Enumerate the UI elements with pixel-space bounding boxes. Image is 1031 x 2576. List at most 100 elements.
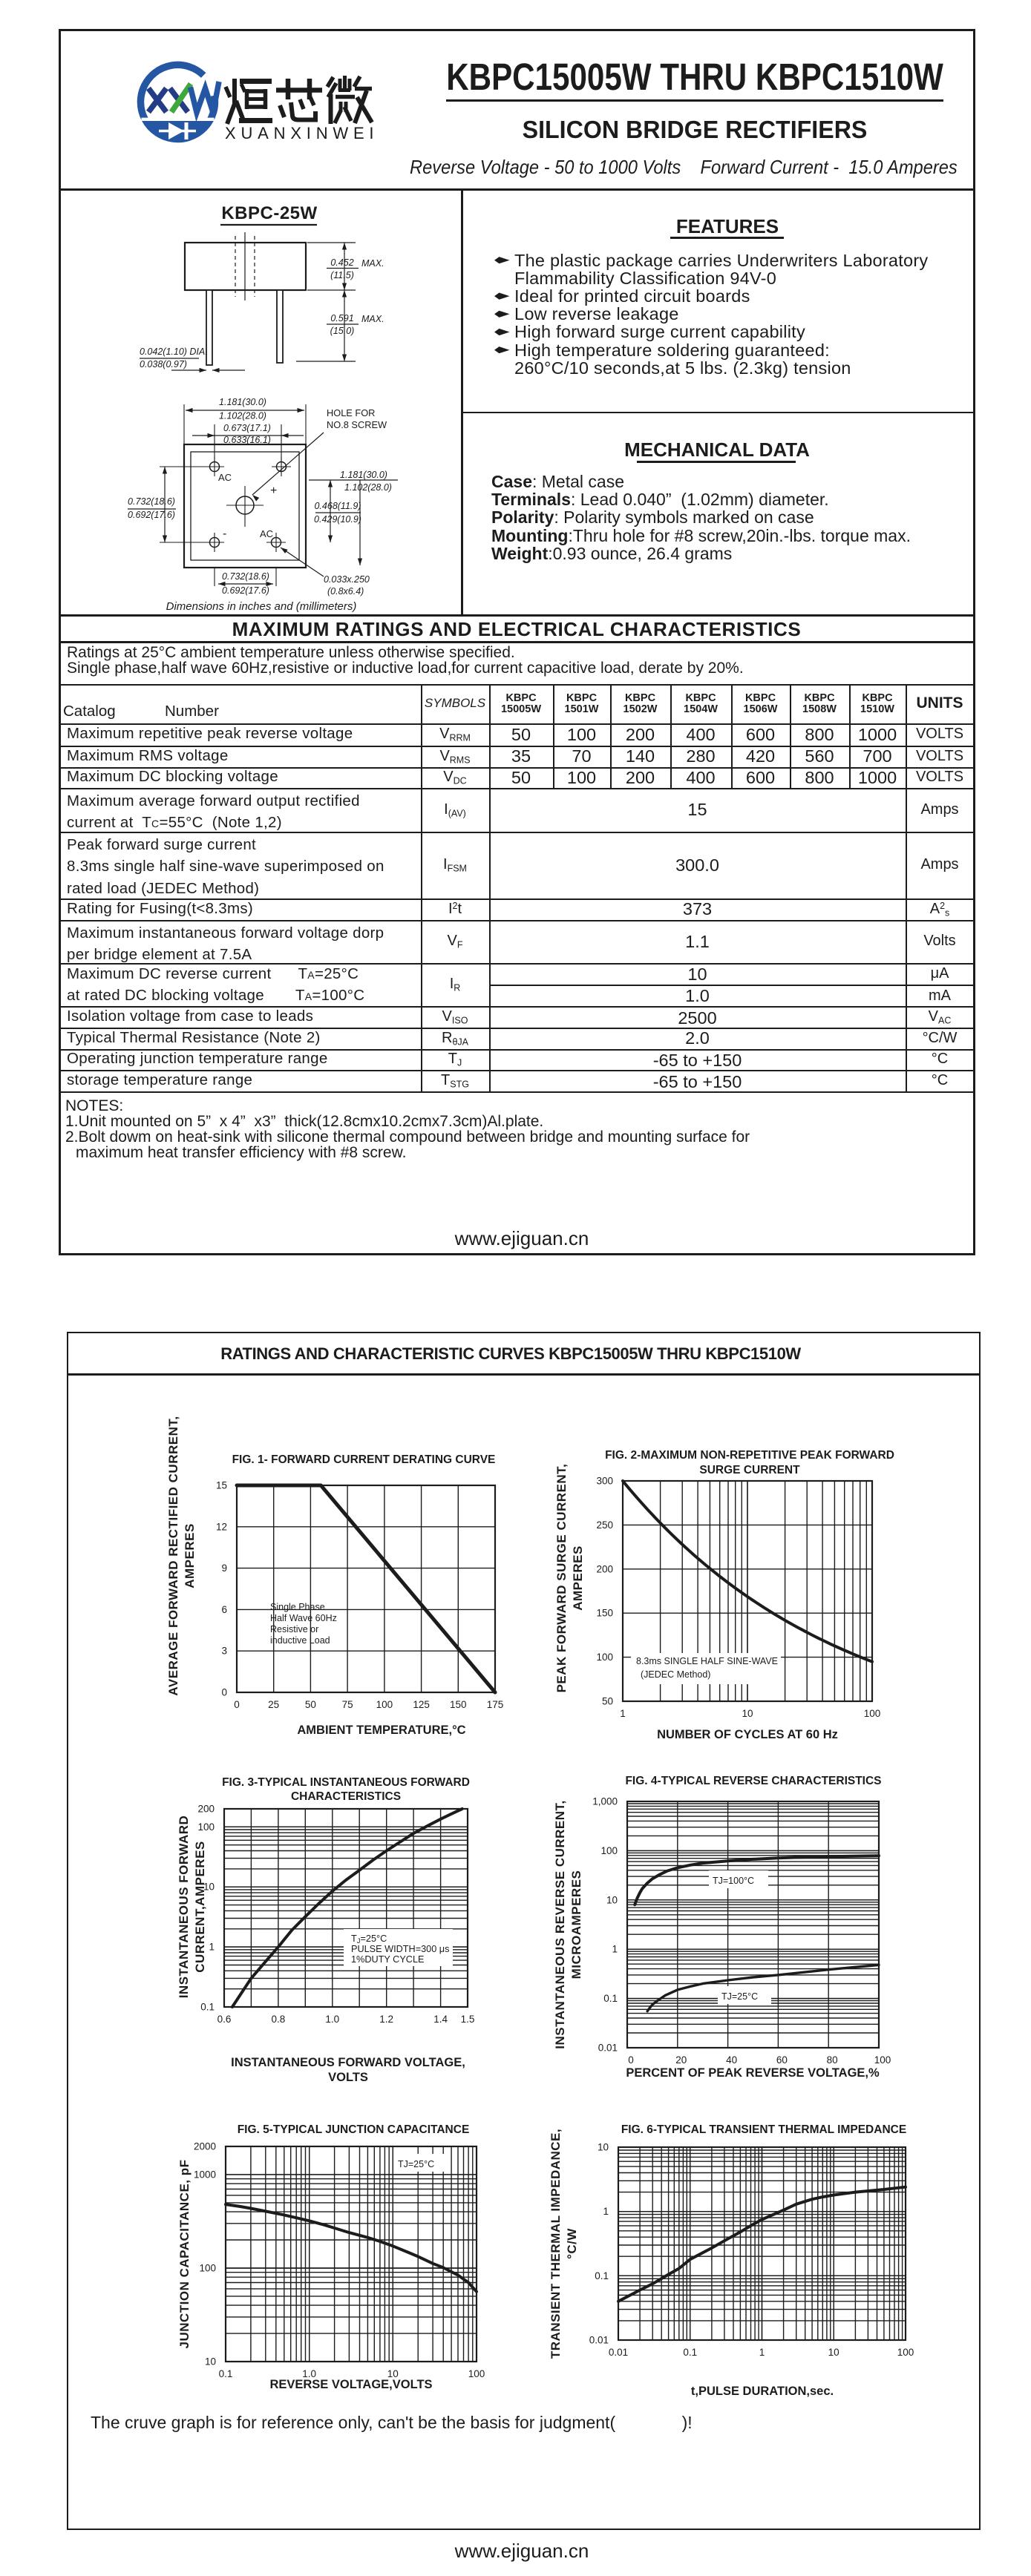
- svg-text:CHARACTERISTICS: CHARACTERISTICS: [291, 1790, 401, 1803]
- svg-text:0.038(0.97): 0.038(0.97): [140, 359, 187, 369]
- svg-text:10: 10: [828, 2347, 839, 2358]
- svg-text:FIG. 1- FORWARD CURRENT DERATI: FIG. 1- FORWARD CURRENT DERATING CURVE: [232, 1453, 496, 1466]
- svg-text:FIG. 5-TYPICAL JUNCTION CAPACI: FIG. 5-TYPICAL JUNCTION CAPACITANCE: [238, 2123, 470, 2136]
- svg-text:0.01: 0.01: [609, 2347, 628, 2358]
- svg-text:FIG. 4-TYPICAL REVERSE CHARACT: FIG. 4-TYPICAL REVERSE CHARACTERISTICS: [625, 1775, 881, 1787]
- svg-text:REVERSE VOLTAGE,VOLTS: REVERSE VOLTAGE,VOLTS: [269, 2378, 432, 2391]
- svg-text:1.102(28.0): 1.102(28.0): [344, 482, 392, 493]
- svg-text:+: +: [270, 484, 277, 497]
- svg-text:SURGE CURRENT: SURGE CURRENT: [699, 1464, 800, 1476]
- svg-text:100: 100: [897, 2347, 914, 2358]
- svg-text:0.591: 0.591: [330, 313, 353, 323]
- svg-text:175: 175: [487, 1699, 504, 1710]
- svg-text:75: 75: [342, 1699, 353, 1710]
- svg-text:0: 0: [628, 2054, 634, 2066]
- svg-text:JUNCTION CAPACITANCE, pF: JUNCTION CAPACITANCE, pF: [177, 2159, 192, 2348]
- svg-text:100: 100: [199, 2263, 216, 2274]
- svg-text:0.8: 0.8: [272, 2014, 286, 2025]
- svg-text:1: 1: [620, 1708, 626, 1719]
- svg-text:0.6: 0.6: [217, 2014, 232, 2025]
- svg-text:0.692(17.6): 0.692(17.6): [222, 585, 269, 596]
- svg-text:150: 150: [450, 1699, 467, 1710]
- svg-text:inductive Load: inductive Load: [270, 1635, 330, 1646]
- svg-text:1: 1: [759, 2347, 765, 2358]
- svg-text:-: -: [223, 528, 226, 540]
- svg-text:10: 10: [387, 2368, 399, 2379]
- svg-text:0.468(11.9): 0.468(11.9): [314, 501, 361, 511]
- svg-text:20: 20: [675, 2054, 687, 2066]
- svg-text:12: 12: [216, 1521, 227, 1532]
- svg-text:6: 6: [221, 1604, 227, 1615]
- svg-text:t,PULSE DURATION,sec.: t,PULSE DURATION,sec.: [691, 2385, 834, 2398]
- svg-text:40: 40: [726, 2054, 737, 2066]
- svg-text:AMPERES: AMPERES: [183, 1523, 197, 1588]
- svg-text:TJ=100°C: TJ=100°C: [713, 1876, 754, 1886]
- svg-text:10: 10: [598, 2142, 609, 2153]
- svg-text:(15.0): (15.0): [330, 326, 355, 336]
- svg-text:10: 10: [203, 1882, 215, 1893]
- svg-text:Half Wave 60Hz: Half Wave 60Hz: [270, 1613, 337, 1623]
- svg-text:0.732(18.6): 0.732(18.6): [128, 496, 175, 507]
- svg-text:MAX.: MAX.: [361, 314, 384, 324]
- svg-text:0: 0: [234, 1699, 240, 1710]
- svg-text:0.452: 0.452: [330, 257, 353, 268]
- svg-text:3: 3: [221, 1646, 227, 1657]
- svg-text:100: 100: [864, 1708, 881, 1719]
- svg-text:MICROAMPERES: MICROAMPERES: [569, 1870, 583, 1979]
- svg-text:PERCENT OF PEAK REVERSE VOLTAG: PERCENT OF PEAK REVERSE VOLTAGE,%: [626, 2066, 880, 2080]
- svg-text:25: 25: [268, 1699, 279, 1710]
- svg-text:NO.8 SCREW: NO.8 SCREW: [327, 419, 387, 430]
- svg-text:PULSE WIDTH=300 μs: PULSE WIDTH=300 μs: [351, 1944, 449, 1954]
- svg-text:VOLTS: VOLTS: [328, 2071, 368, 2084]
- svg-text:TJ=25°C: TJ=25°C: [351, 1933, 387, 1945]
- svg-text:60: 60: [776, 2054, 788, 2066]
- svg-text:10: 10: [742, 1708, 753, 1719]
- svg-text:150: 150: [596, 1608, 613, 1619]
- svg-text:AVERAGE FORWARD RECTIFIED CURR: AVERAGE FORWARD RECTIFIED CURRENT,: [166, 1416, 180, 1695]
- svg-text:300: 300: [596, 1476, 613, 1487]
- svg-text:1: 1: [209, 1942, 215, 1953]
- svg-text:FIG. 6-TYPICAL TRANSIENT THERM: FIG. 6-TYPICAL TRANSIENT THERMAL IMPEDAN…: [621, 2123, 906, 2136]
- svg-text:0.042(1.10) DIA.: 0.042(1.10) DIA.: [140, 346, 208, 357]
- svg-text:0.01: 0.01: [598, 2043, 618, 2054]
- svg-text:CURRENT,AMPERES: CURRENT,AMPERES: [193, 1841, 207, 1973]
- svg-text:HOLE FOR: HOLE FOR: [327, 407, 375, 418]
- svg-text:125: 125: [413, 1699, 430, 1710]
- svg-text:Resistive or: Resistive or: [270, 1624, 318, 1634]
- svg-text:0.1: 0.1: [683, 2347, 697, 2358]
- svg-text:100: 100: [600, 1845, 618, 1856]
- svg-text:PEAK FORWARD SURGE CURRENT,: PEAK FORWARD SURGE CURRENT,: [554, 1464, 569, 1693]
- svg-text:(0.8x6.4): (0.8x6.4): [327, 586, 364, 597]
- svg-text:TJ=25°C: TJ=25°C: [721, 1991, 758, 2002]
- svg-text:1.0: 1.0: [325, 2014, 339, 2025]
- svg-text:0.673(17.1): 0.673(17.1): [223, 423, 271, 433]
- svg-text:0: 0: [221, 1687, 227, 1698]
- svg-text:100: 100: [468, 2368, 485, 2379]
- svg-text:TJ=25°C: TJ=25°C: [398, 2159, 434, 2169]
- svg-text:80: 80: [827, 2054, 838, 2066]
- svg-text:AC: AC: [218, 472, 232, 483]
- svg-text:0.692(17.6): 0.692(17.6): [128, 510, 175, 520]
- svg-text:1.181(30.0): 1.181(30.0): [219, 397, 266, 407]
- svg-text:TRANSIENT THERMAL IMPEDANCE,: TRANSIENT THERMAL IMPEDANCE,: [549, 2129, 563, 2359]
- svg-text:1.2: 1.2: [379, 2014, 393, 2025]
- svg-text:AMPERES: AMPERES: [571, 1545, 585, 1611]
- svg-text:MAX.: MAX.: [361, 258, 384, 269]
- svg-text:2000: 2000: [194, 2141, 216, 2152]
- svg-text:AMBIENT TEMPERATURE,°C: AMBIENT TEMPERATURE,°C: [297, 1724, 465, 1737]
- svg-text:0.033x.250: 0.033x.250: [324, 574, 370, 585]
- svg-text:100: 100: [874, 2054, 891, 2066]
- svg-text:0.732(18.6): 0.732(18.6): [222, 571, 269, 582]
- svg-text:50: 50: [305, 1699, 316, 1710]
- svg-text:1.181(30.0): 1.181(30.0): [340, 470, 387, 480]
- svg-text:1,000: 1,000: [592, 1796, 618, 1807]
- svg-text:100: 100: [376, 1699, 393, 1710]
- svg-text:1: 1: [603, 2206, 609, 2217]
- svg-text:1%DUTY CYCLE: 1%DUTY CYCLE: [351, 1954, 424, 1965]
- svg-text:°C/W: °C/W: [565, 2228, 579, 2259]
- svg-text:0.1: 0.1: [603, 1993, 618, 2004]
- svg-text:INSTANTANEOUS REVERSE CURRENT,: INSTANTANEOUS REVERSE CURRENT,: [553, 1800, 567, 2049]
- svg-text:1.0: 1.0: [302, 2368, 316, 2379]
- svg-text:0.1: 0.1: [200, 2002, 215, 2013]
- svg-text:(JEDEC Method): (JEDEC Method): [641, 1669, 710, 1680]
